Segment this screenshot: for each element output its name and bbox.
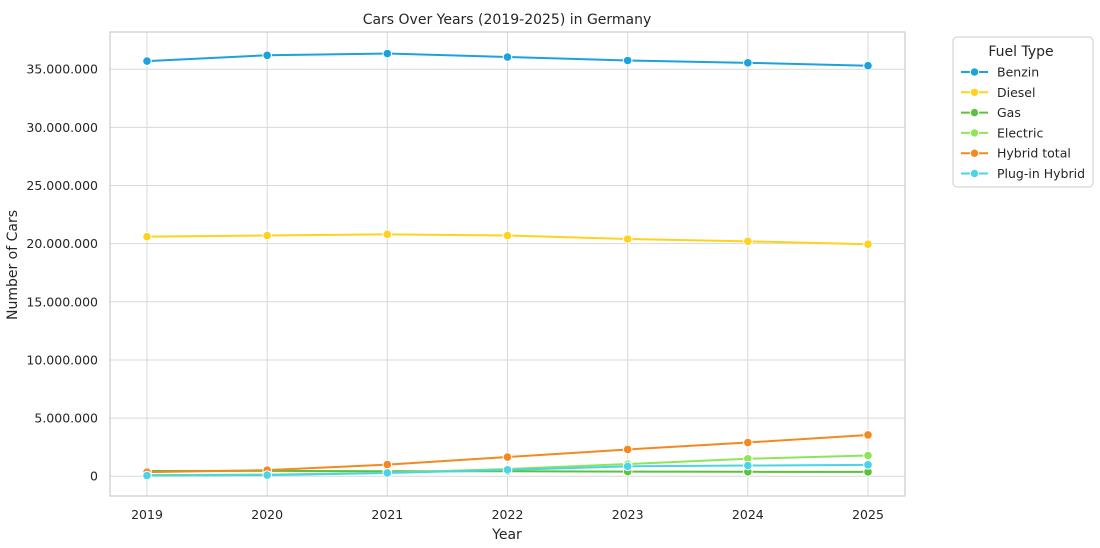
- data-point-benzin: [262, 50, 272, 61]
- x-tick-label: 2021: [371, 507, 403, 522]
- x-tick-label: 2024: [732, 507, 764, 522]
- legend-item-plug-in-hybrid: Plug-in Hybrid: [961, 166, 1085, 181]
- data-point-plug-in-hybrid: [863, 460, 873, 470]
- data-point-diesel: [502, 230, 513, 241]
- y-tick-label: 0: [90, 469, 98, 484]
- legend-label: Gas: [997, 105, 1021, 120]
- data-point-benzin: [863, 60, 873, 71]
- data-point-plug-in-hybrid: [502, 465, 513, 475]
- legend-items: Benzin Diesel Gas Electric Hybrid total Plug-…: [961, 65, 1085, 181]
- data-point-plug-in-hybrid: [382, 468, 393, 478]
- legend: Fuel Type Benzin Diesel Gas Electric Hybrid …: [952, 36, 1094, 188]
- data-point-hybrid-total: [743, 437, 753, 448]
- series-layer: [142, 48, 873, 481]
- data-point-benzin: [382, 48, 393, 59]
- data-point-plug-in-hybrid: [142, 470, 152, 481]
- legend-label: Hybrid total: [997, 146, 1071, 161]
- data-point-plug-in-hybrid: [743, 460, 753, 471]
- x-tick-label: 2019: [131, 507, 163, 522]
- data-point-benzin: [743, 58, 753, 68]
- chart-title: Cars Over Years (2019-2025) in Germany: [363, 12, 652, 28]
- legend-label: Diesel: [997, 85, 1035, 100]
- y-tick-label: 15.000.000: [26, 294, 98, 309]
- data-point-hybrid-total: [863, 430, 873, 440]
- grid-layer: [110, 32, 905, 496]
- x-tick-label: 2022: [492, 507, 524, 522]
- x-tick-label: 2020: [251, 507, 283, 522]
- legend-swatch-marker: [969, 67, 980, 77]
- y-tick-label: 35.000.000: [26, 62, 98, 77]
- data-point-diesel: [622, 234, 633, 244]
- legend-swatch-marker: [969, 128, 980, 138]
- data-point-hybrid-total: [382, 459, 393, 470]
- legend-swatch-marker: [969, 168, 980, 179]
- legend-label: Electric: [997, 125, 1043, 140]
- legend-box: [952, 36, 1094, 188]
- y-tick-label: 20.000.000: [26, 236, 98, 251]
- legend-item-electric: Electric: [961, 125, 1043, 140]
- data-point-diesel: [262, 230, 272, 241]
- legend-title: Fuel Type: [988, 44, 1053, 60]
- y-tick-label: 10.000.000: [26, 352, 98, 367]
- data-point-hybrid-total: [622, 444, 633, 455]
- legend-label: Benzin: [997, 65, 1039, 80]
- legend-item-diesel: Diesel: [961, 85, 1035, 100]
- x-axis-label: Year: [491, 527, 522, 543]
- data-point-diesel: [863, 239, 873, 250]
- data-point-diesel: [382, 229, 393, 240]
- data-point-hybrid-total: [502, 452, 513, 462]
- legend-swatch-marker: [969, 107, 980, 118]
- y-tick-label: 30.000.000: [26, 120, 98, 135]
- data-point-plug-in-hybrid: [262, 470, 272, 480]
- data-point-plug-in-hybrid: [622, 461, 633, 472]
- x-tick-label: 2023: [612, 507, 644, 522]
- data-point-benzin: [502, 52, 513, 62]
- legend-item-hybrid-total: Hybrid total: [961, 146, 1071, 161]
- data-point-electric: [863, 450, 873, 461]
- data-point-benzin: [142, 56, 152, 66]
- plot-frame: [109, 31, 906, 497]
- y-tick-label: 5.000.000: [34, 411, 98, 426]
- legend-label: Plug-in Hybrid: [997, 166, 1085, 181]
- legend-item-benzin: Benzin: [961, 65, 1039, 80]
- axes-layer: 2019 2020 2021 2022 2023 2024 2025 0 5.000.000 10…: [26, 31, 906, 522]
- x-tick-label: 2025: [852, 507, 884, 522]
- legend-swatch-marker: [969, 148, 980, 158]
- data-point-benzin: [622, 55, 633, 66]
- data-point-diesel: [743, 236, 753, 247]
- legend-item-gas: Gas: [961, 105, 1021, 120]
- data-point-diesel: [142, 231, 152, 242]
- y-axis-label: Number of Cars: [5, 210, 21, 320]
- legend-swatch-marker: [969, 87, 980, 98]
- y-tick-label: 25.000.000: [26, 178, 98, 193]
